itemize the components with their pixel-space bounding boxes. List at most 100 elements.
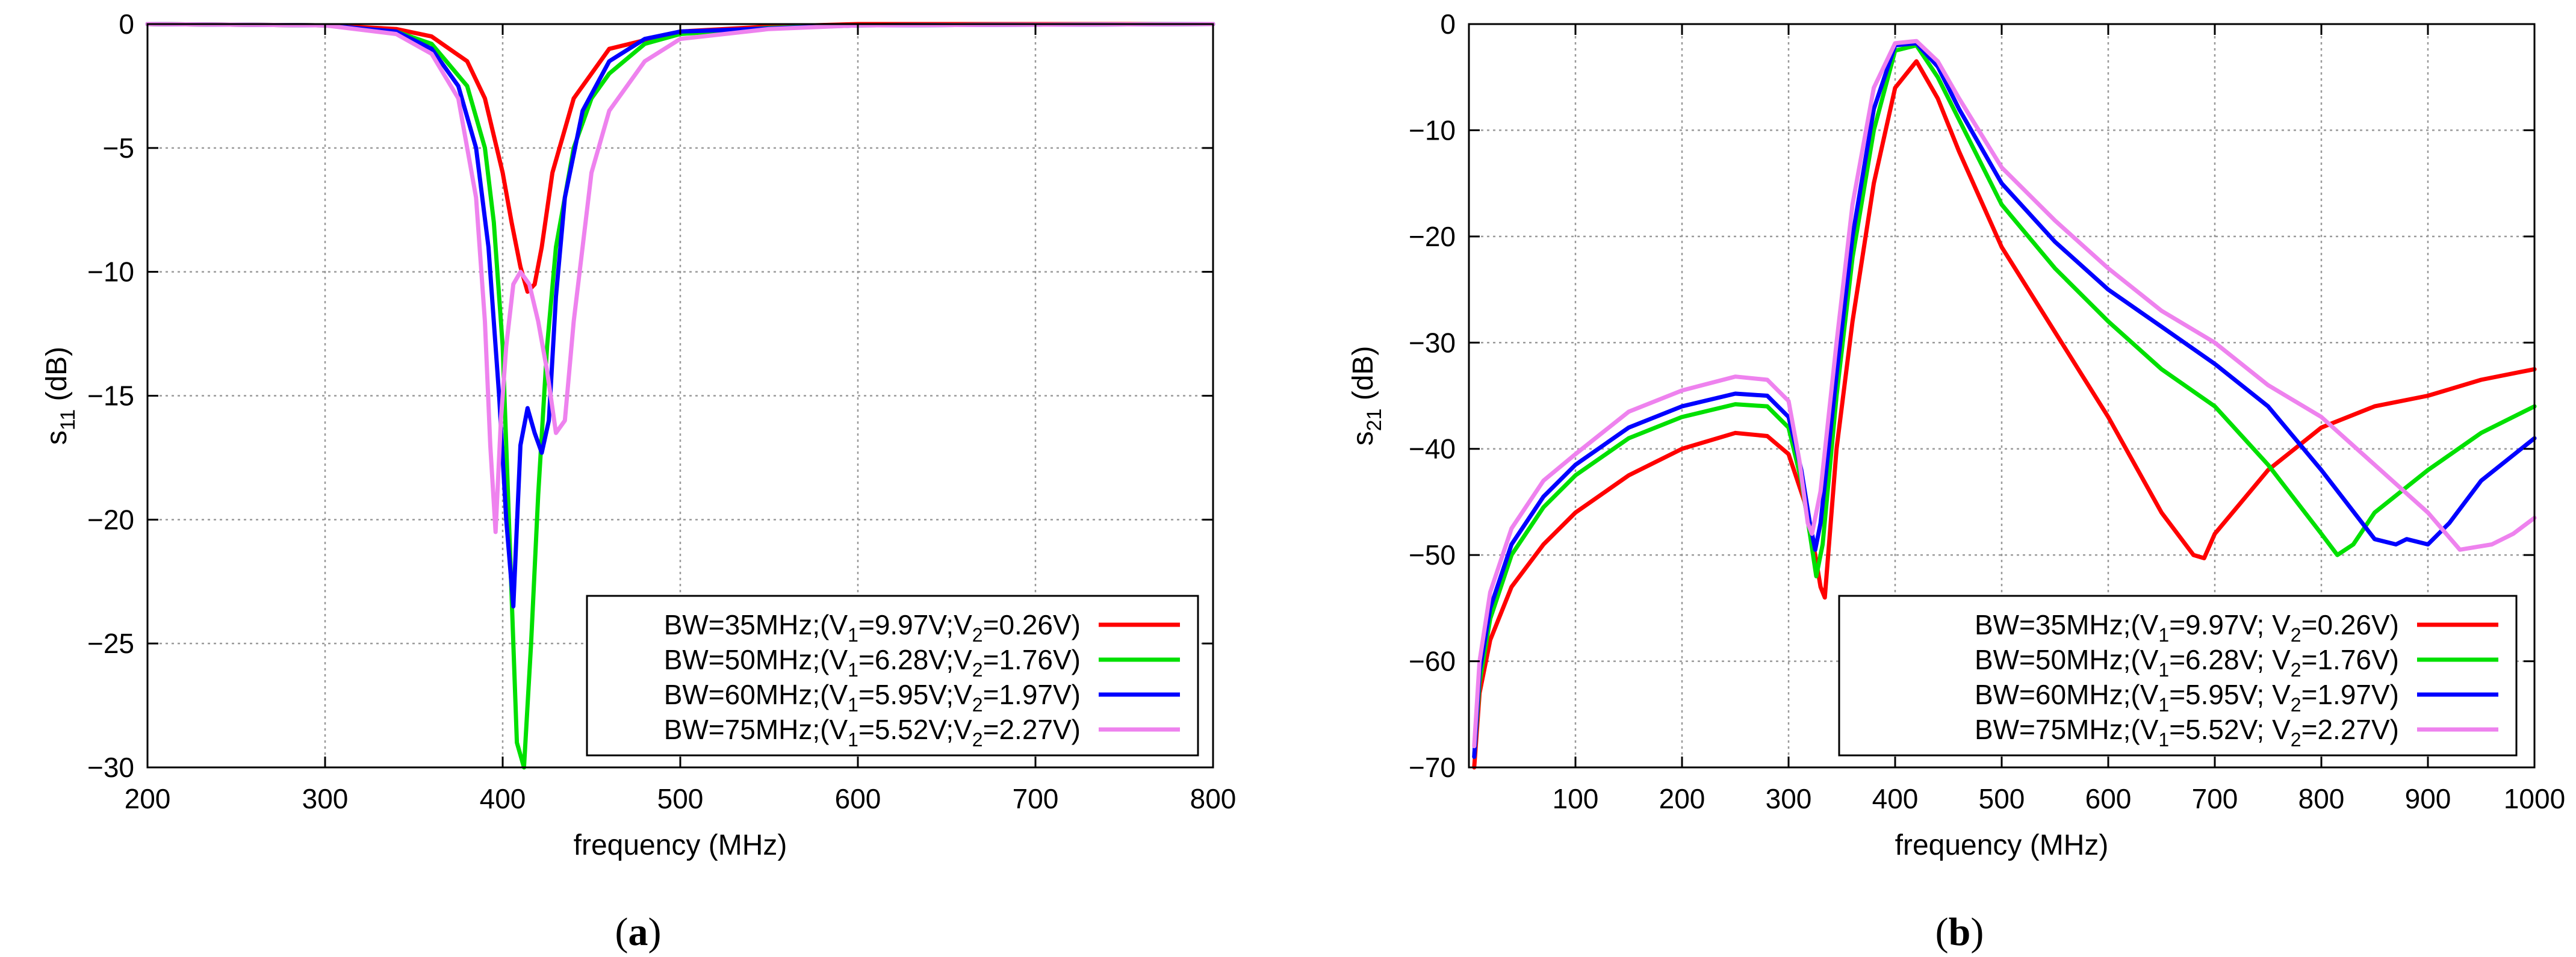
- y-tick-label: −70: [1409, 752, 1456, 783]
- series-line: [1472, 41, 2537, 759]
- y-tick-label: −10: [1409, 114, 1456, 146]
- legend-text: =2.27V): [2301, 714, 2399, 745]
- legend-subscript: 1: [2158, 729, 2169, 751]
- panel-b: 100 200 300 400 500 600 700 800 900 1000 0 −10 −20 −3…: [1347, 8, 2565, 954]
- x-tick-label: 600: [835, 783, 881, 814]
- x-tick-label: 800: [2298, 783, 2345, 814]
- legend-subscript: 1: [848, 729, 858, 751]
- legend-text: =1.76V): [2301, 644, 2399, 675]
- x-axis-label: frequency (MHz): [574, 829, 787, 861]
- caption-letter: b: [1949, 910, 1971, 954]
- y-axis-label-main: s: [1347, 431, 1379, 445]
- legend-entry-label: BW=35MHz;(V1=9.97V;V2=0.26V): [664, 609, 1081, 646]
- y-tick-label: 0: [119, 8, 134, 40]
- x-axis-label: frequency (MHz): [1895, 829, 2109, 861]
- legend-subscript: 2: [2291, 729, 2301, 751]
- legend-subscript: 2: [972, 624, 983, 646]
- legend-entry-label: BW=75MHz;(V1=5.52V; V2=2.27V): [1975, 714, 2399, 751]
- legend-text: =5.52V;V: [858, 714, 972, 745]
- legend-subscript: 2: [972, 694, 983, 716]
- caption-paren: (: [1935, 910, 1949, 954]
- x-tick-label: 200: [1659, 783, 1705, 814]
- panel-caption: (a): [615, 910, 662, 954]
- legend-entry-label: BW=60MHz;(V1=5.95V;V2=1.97V): [664, 679, 1081, 716]
- y-tick-label: −40: [1409, 433, 1456, 465]
- y-tick-label: 0: [1440, 8, 1456, 40]
- legend-subscript: 2: [2291, 694, 2301, 716]
- caption-letter: a: [628, 910, 648, 954]
- x-tick-label: 600: [2085, 783, 2132, 814]
- legend-text: BW=35MHz;(V: [664, 609, 848, 640]
- x-tick-label: 900: [2405, 783, 2451, 814]
- legend-text: BW=60MHz;(V: [1975, 679, 2159, 710]
- x-tick-label: 700: [1013, 783, 1059, 814]
- x-tick-label: 100: [1553, 783, 1599, 814]
- legend-text: =6.28V; V: [2169, 644, 2291, 675]
- legend-text: =1.76V): [983, 644, 1081, 675]
- caption-paren: (: [615, 910, 628, 954]
- x-tick-label: 500: [657, 783, 704, 814]
- y-tick-label: −25: [87, 628, 134, 659]
- legend-text: =1.97V): [983, 679, 1081, 710]
- legend-text: =5.95V; V: [2169, 679, 2291, 710]
- legend-text: BW=75MHz;(V: [1975, 714, 2159, 745]
- legend-entry-label: BW=75MHz;(V1=5.52V;V2=2.27V): [664, 714, 1081, 751]
- y-axis-label: s21 (dB): [1347, 346, 1386, 446]
- legend-text: BW=60MHz;(V: [664, 679, 848, 710]
- caption-paren: ): [648, 910, 662, 954]
- series-line: [1472, 43, 2537, 759]
- series-line: [1472, 59, 2537, 770]
- x-tick-label: 300: [302, 783, 349, 814]
- caption-paren: ): [1970, 910, 1984, 954]
- y-tick-label: −50: [1409, 539, 1456, 571]
- legend-subscript: 1: [2158, 659, 2169, 681]
- legend-text: =1.97V): [2301, 679, 2399, 710]
- y-axis-label-unit: (dB): [1347, 346, 1379, 409]
- legend-subscript: 2: [2291, 659, 2301, 681]
- legend-subscript: 1: [848, 694, 858, 716]
- y-axis-label-unit: (dB): [41, 347, 73, 409]
- x-tick-label: 800: [1190, 783, 1237, 814]
- legend-text: BW=50MHz;(V: [664, 644, 848, 675]
- y-axis-label-main: s: [41, 430, 73, 445]
- legend-text: =9.97V; V: [2169, 609, 2291, 640]
- legend-text: BW=75MHz;(V: [664, 714, 848, 745]
- legend-text: =6.28V;V: [858, 644, 972, 675]
- x-tick-label: 1000: [2504, 783, 2565, 814]
- legend-entry-label: BW=50MHz;(V1=6.28V; V2=1.76V): [1975, 644, 2399, 681]
- series-line: [145, 22, 1215, 770]
- legend-box: [586, 595, 1199, 757]
- y-tick-label: −30: [1409, 327, 1456, 358]
- legend-subscript: 1: [2158, 694, 2169, 716]
- x-tick-label: 700: [2192, 783, 2238, 814]
- series-line: [145, 22, 1215, 534]
- legend-entry-label: BW=60MHz;(V1=5.95V; V2=1.97V): [1975, 679, 2399, 716]
- legend-subscript: 2: [972, 729, 983, 751]
- legend-entry-label: BW=50MHz;(V1=6.28V;V2=1.76V): [664, 644, 1081, 681]
- legend-subscript: 1: [848, 624, 858, 646]
- x-tick-label: 500: [1979, 783, 2025, 814]
- x-tick-label: 400: [1872, 783, 1919, 814]
- legend-entry-label: BW=35MHz;(V1=9.97V; V2=0.26V): [1975, 609, 2399, 646]
- legend-text: BW=35MHz;(V: [1975, 609, 2159, 640]
- legend-text: BW=50MHz;(V: [1975, 644, 2159, 675]
- x-tick-label: 400: [480, 783, 526, 814]
- legend-subscript: 2: [972, 659, 983, 681]
- legend-box: [1838, 595, 2518, 757]
- panel-a: 200 300 400 500 600 700 800 0 −5 −10 −15 −20 −25 −30 f…: [41, 8, 1236, 954]
- x-tick-label: 300: [1766, 783, 1812, 814]
- panel-caption: (b): [1935, 910, 1984, 954]
- y-tick-label: −20: [87, 504, 134, 535]
- legend-text: =0.26V): [983, 609, 1081, 640]
- y-axis-label-subscript: 11: [57, 409, 79, 430]
- y-tick-label: −60: [1409, 646, 1456, 677]
- legend-text: =5.95V;V: [858, 679, 972, 710]
- legend-text: =0.26V): [2301, 609, 2399, 640]
- y-tick-label: −30: [87, 752, 134, 783]
- legend-text: =5.52V; V: [2169, 714, 2291, 745]
- series-line: [1472, 39, 2537, 749]
- series-line: [145, 22, 1215, 609]
- y-tick-label: −20: [1409, 221, 1456, 252]
- legend-text: =2.27V): [983, 714, 1081, 745]
- legend-subscript: 1: [2158, 624, 2169, 646]
